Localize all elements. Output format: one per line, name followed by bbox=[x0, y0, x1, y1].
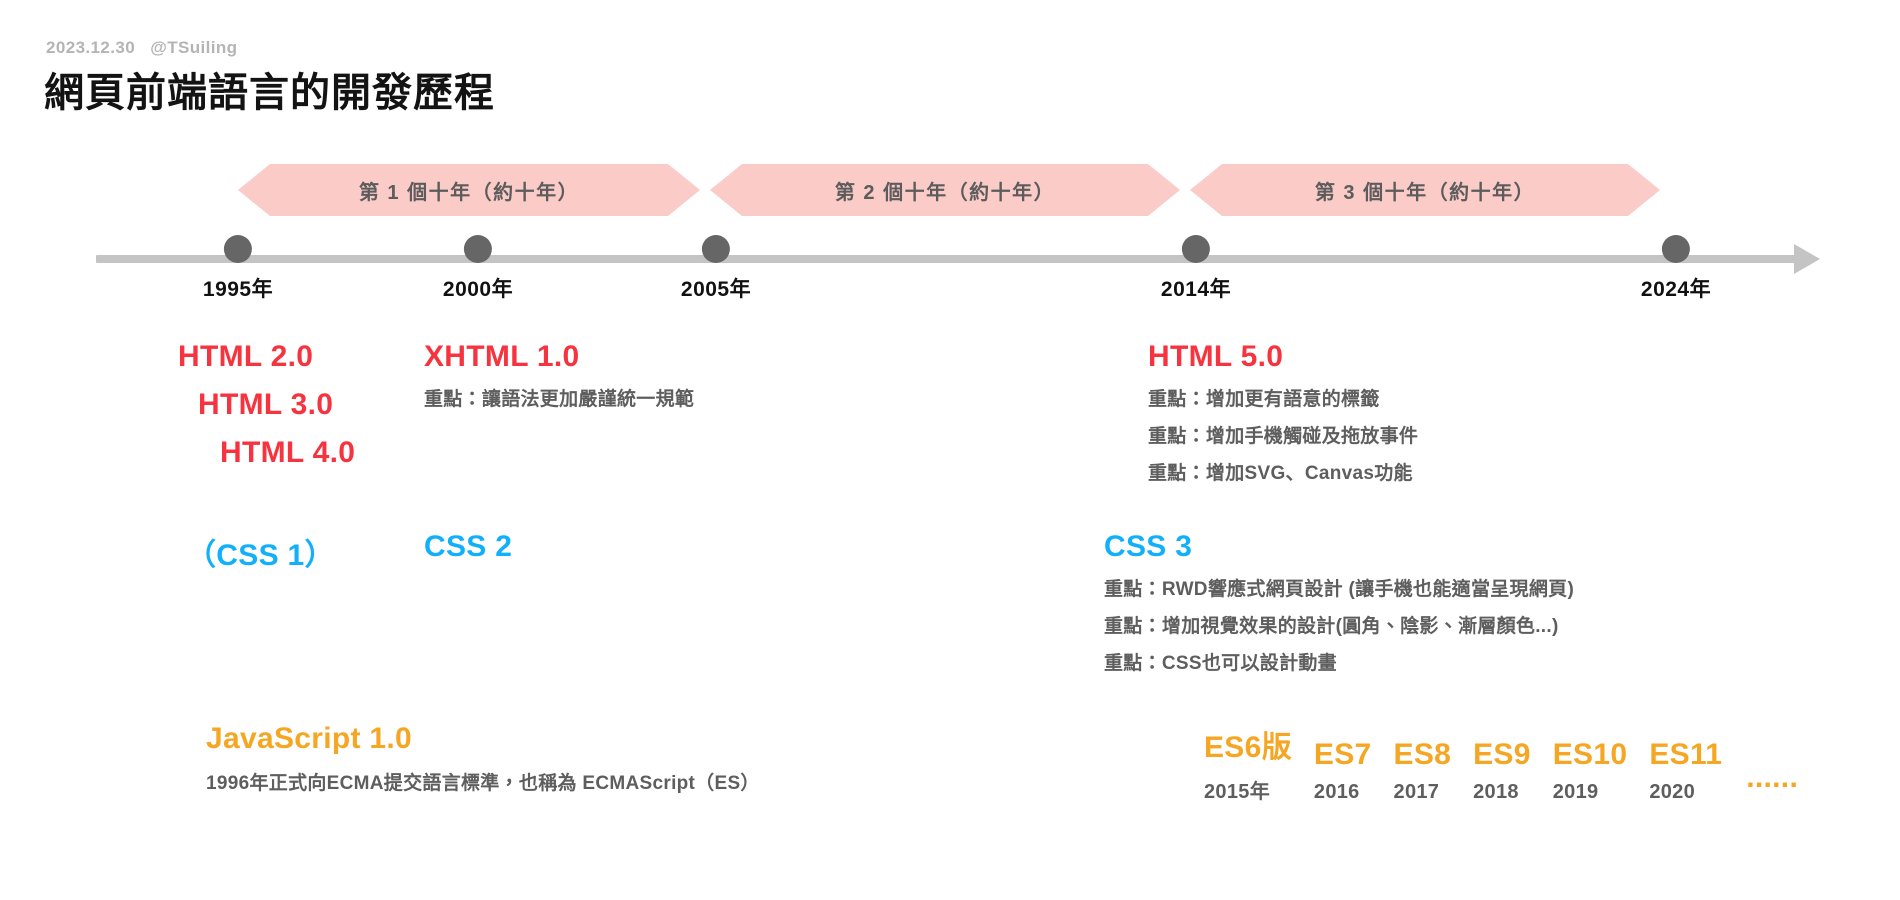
es-version-item: ES10 2019 bbox=[1553, 738, 1628, 804]
html-early-versions-group: HTML 2.0 HTML 3.0 HTML 4.0 bbox=[178, 340, 438, 470]
css-3-title: CSS 3 bbox=[1104, 530, 1193, 563]
css-3-bullet: 重點：增加視覺效果的設計(圓角、陰影、漸層顏色...) bbox=[1104, 616, 1559, 637]
html-5-0-bullet: 重點：增加手機觸碰及拖放事件 bbox=[1148, 426, 1419, 447]
css-3-bullet: 重點：CSS也可以設計動畫 bbox=[1104, 653, 1337, 674]
html-5-0-title: HTML 5.0 bbox=[1148, 340, 1284, 373]
css-2-title: CSS 2 bbox=[424, 530, 513, 563]
tick-label: 2024年 bbox=[1640, 278, 1712, 301]
es-version-item: ES8 2017 bbox=[1394, 738, 1452, 804]
javascript-1-0-group: JavaScript 1.0 1996年正式向ECMA提交語言標準，也稱為 EC… bbox=[206, 722, 760, 795]
decade-arrow-1: 第 1 個十年（約十年） bbox=[238, 164, 700, 216]
css-1-title: （CSS 1） bbox=[186, 539, 335, 572]
es-version-year: 2020 bbox=[1649, 781, 1696, 803]
tick-label: 1995年 bbox=[202, 278, 274, 301]
tick-dot-icon bbox=[464, 235, 492, 263]
timeline-tick-2000: 2000年 bbox=[443, 235, 513, 303]
tick-dot-icon bbox=[224, 235, 252, 263]
es-version-year: 2017 bbox=[1393, 781, 1440, 803]
es-version-item: ES6版 2015年 bbox=[1204, 722, 1292, 804]
tick-label: 2000年 bbox=[442, 278, 514, 301]
decade-arrow-2-label: 第 2 個十年（約十年） bbox=[834, 181, 1056, 204]
es-version-name: ES9 bbox=[1473, 738, 1531, 771]
es-version-year: 2016 bbox=[1313, 781, 1360, 803]
es-version-item-more: ...... bbox=[1746, 761, 1798, 804]
es-version-ellipsis: ...... bbox=[1746, 761, 1799, 794]
timeline-tick-2024: 2024年 bbox=[1641, 235, 1711, 303]
tick-dot-icon bbox=[1182, 235, 1210, 263]
css-2-group: CSS 2 bbox=[424, 530, 512, 564]
html-2-0-label: HTML 2.0 bbox=[178, 340, 314, 373]
timeline-tick-1995: 1995年 bbox=[203, 235, 273, 303]
tick-dot-icon bbox=[702, 235, 730, 263]
css-3-bullet: 重點：RWD響應式網頁設計 (讓手機也能適當呈現網頁) bbox=[1104, 579, 1575, 600]
tick-dot-icon bbox=[1662, 235, 1690, 263]
axis-arrow-icon bbox=[1794, 244, 1820, 274]
es-version-name: ES7 bbox=[1313, 738, 1372, 771]
page-title: 網頁前端語言的開發歷程 bbox=[44, 71, 495, 115]
tick-label: 2005年 bbox=[680, 278, 752, 301]
html-5-0-group: HTML 5.0 重點：增加更有語意的標籤 重點：增加手機觸碰及拖放事件 重點：… bbox=[1148, 340, 1418, 485]
es-version-name: ES10 bbox=[1552, 738, 1628, 771]
xhtml-1-0-bullet: 重點：讓語法更加嚴謹統一規範 bbox=[424, 389, 695, 410]
timeline-tick-2014: 2014年 bbox=[1161, 235, 1231, 303]
es-version-item: ES7 2016 bbox=[1314, 738, 1372, 804]
xhtml-1-0-group: XHTML 1.0 重點：讓語法更加嚴謹統一規範 bbox=[424, 340, 694, 411]
html-4-0-label: HTML 4.0 bbox=[220, 436, 356, 469]
publish-date: 2023.12.30 bbox=[46, 38, 136, 57]
tick-label: 2014年 bbox=[1160, 278, 1232, 301]
css-3-group: CSS 3 重點：RWD響應式網頁設計 (讓手機也能適當呈現網頁) 重點：增加視… bbox=[1104, 530, 1574, 675]
ecmascript-versions-group: ES6版 2015年 ES7 2016 ES8 2017 ES9 2018 ES… bbox=[1204, 722, 1798, 804]
decade-arrow-row: 第 1 個十年（約十年） 第 2 個十年（約十年） 第 3 個十年（約十年） bbox=[0, 164, 1900, 216]
html-3-0-label: HTML 3.0 bbox=[198, 388, 334, 421]
html-5-0-bullet: 重點：增加更有語意的標籤 bbox=[1148, 389, 1380, 410]
decade-arrow-3: 第 3 個十年（約十年） bbox=[1190, 164, 1660, 216]
es-version-name: ES11 bbox=[1649, 738, 1723, 771]
html-5-0-bullet: 重點：增加SVG、Canvas功能 bbox=[1148, 463, 1413, 484]
es-version-year: 2019 bbox=[1552, 781, 1599, 803]
javascript-1-0-title: JavaScript 1.0 bbox=[206, 722, 412, 755]
ecmascript-versions-row: ES6版 2015年 ES7 2016 ES8 2017 ES9 2018 ES… bbox=[1204, 722, 1798, 804]
es-version-name: ES6版 bbox=[1204, 731, 1292, 764]
timeline-axis: 1995年 2000年 2005年 2014年 2024年 bbox=[0, 235, 1900, 325]
es-version-name: ES8 bbox=[1393, 738, 1452, 771]
xhtml-1-0-title: XHTML 1.0 bbox=[424, 340, 580, 373]
es-version-year: 2018 bbox=[1473, 781, 1519, 803]
decade-arrow-2: 第 2 個十年（約十年） bbox=[710, 164, 1180, 216]
meta-line: 2023.12.30 @TSuiling bbox=[46, 38, 237, 58]
decade-arrow-3-label: 第 3 個十年（約十年） bbox=[1314, 181, 1536, 204]
timeline-tick-2005: 2005年 bbox=[681, 235, 751, 303]
javascript-1-0-description: 1996年正式向ECMA提交語言標準，也稱為 ECMAScript（ES） bbox=[206, 773, 760, 794]
decade-arrow-1-label: 第 1 個十年（約十年） bbox=[358, 181, 580, 204]
es-version-item: ES11 2020 bbox=[1649, 738, 1722, 804]
author-handle: @TSuiling bbox=[150, 38, 238, 57]
es-version-item: ES9 2018 bbox=[1473, 738, 1531, 804]
es-version-year: 2015年 bbox=[1204, 781, 1270, 803]
axis-line bbox=[96, 255, 1802, 263]
css-1-group: （CSS 1） bbox=[186, 530, 335, 574]
